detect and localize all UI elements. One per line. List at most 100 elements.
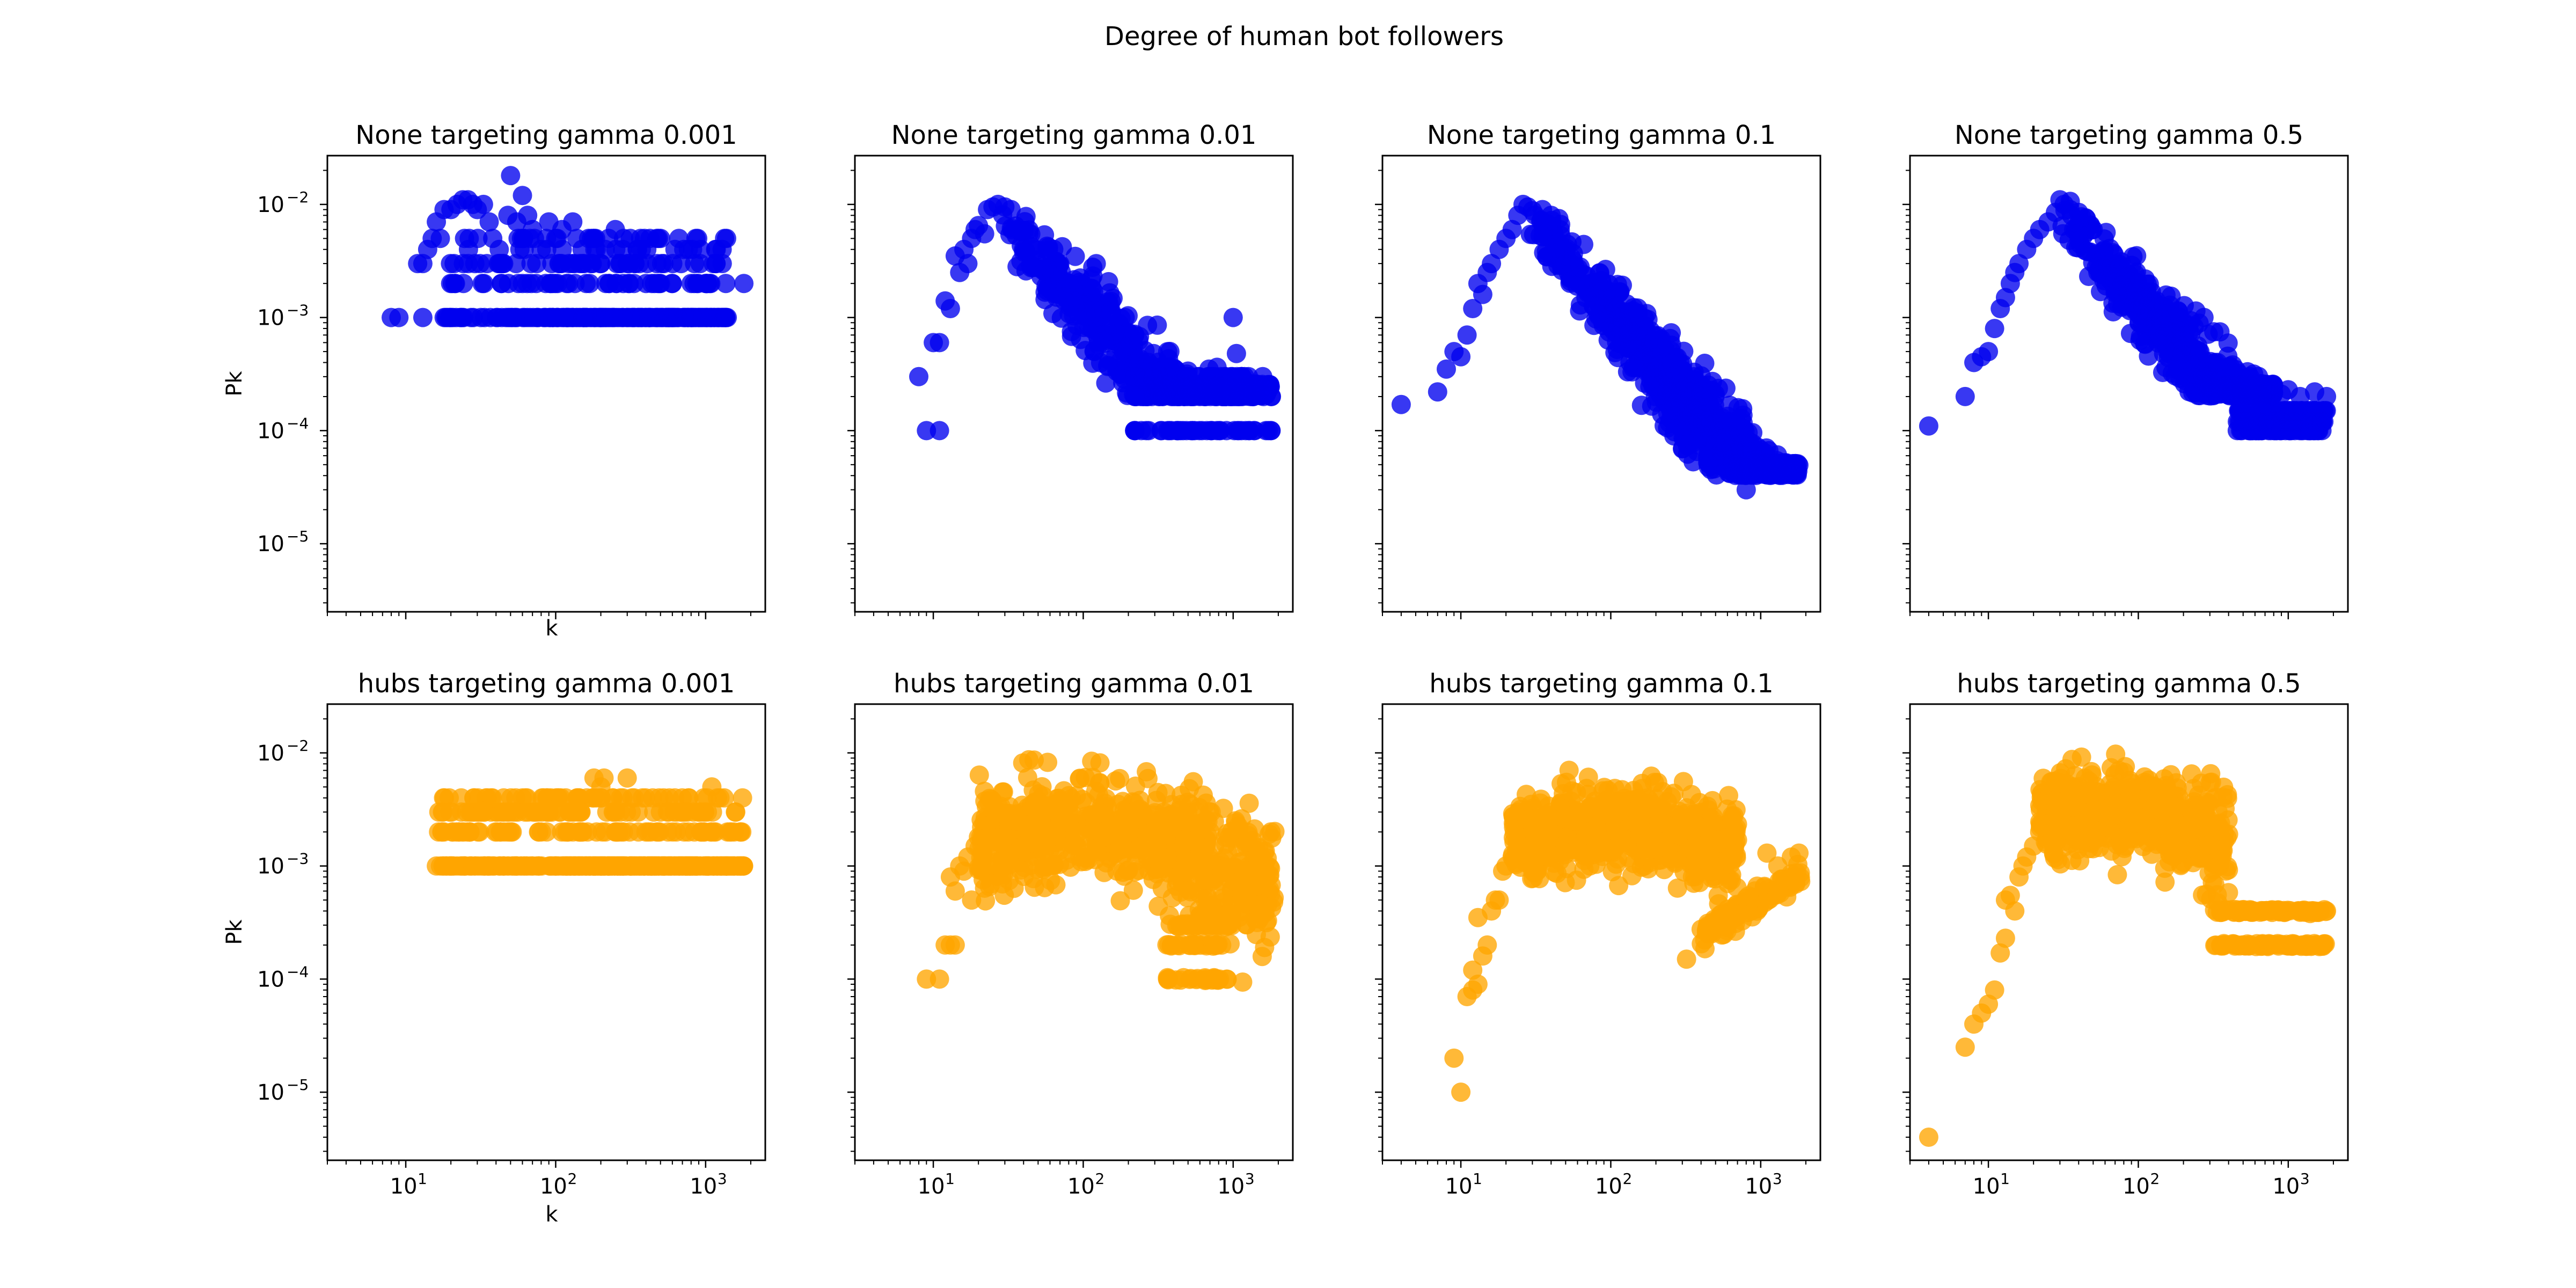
scatter-point	[1095, 333, 1115, 353]
y-tick-exponent: −3	[287, 302, 309, 319]
scatter-point	[726, 802, 745, 822]
scatter-point	[526, 802, 545, 822]
scatter-point	[1223, 308, 1243, 327]
scatter-point	[1620, 339, 1640, 358]
axes-frame	[326, 155, 766, 613]
scatter-point	[613, 229, 633, 248]
scatter-point	[1688, 385, 1707, 405]
scatter-point	[1437, 359, 1456, 379]
scatter-point	[599, 274, 619, 294]
x-tick-label: 10	[540, 1174, 567, 1199]
scatter-point	[1557, 235, 1577, 254]
scatter-point	[1198, 367, 1218, 386]
scatter-point	[691, 822, 711, 842]
scatter-point	[1184, 935, 1204, 955]
scatter-point	[536, 274, 555, 294]
scatter-point	[697, 308, 716, 327]
scatter-point	[1196, 793, 1216, 813]
scatter-point	[1230, 386, 1250, 406]
scatter-point	[447, 308, 466, 327]
scatter-point	[617, 768, 637, 788]
scatter-point	[2242, 383, 2262, 403]
scatter-points	[909, 194, 1282, 441]
y-tick-exponent: −2	[287, 188, 309, 206]
scatter-points	[917, 750, 1285, 992]
scatter-point	[1520, 224, 1540, 244]
scatter-point	[559, 274, 579, 294]
scatter-point	[2091, 264, 2111, 284]
scatter-point	[2055, 200, 2075, 220]
scatter-point	[559, 822, 578, 842]
scatter-point	[474, 274, 494, 294]
scatter-point	[1570, 257, 1590, 277]
scatter-point	[662, 308, 682, 327]
scatter-point	[1739, 459, 1759, 479]
scatter-point	[1542, 210, 1562, 230]
x-tick-exponent: 1	[945, 1170, 955, 1188]
scatter-point	[1054, 781, 1074, 801]
scatter-point	[1736, 480, 1756, 500]
scatter-point	[1139, 421, 1159, 441]
scatter-point	[603, 308, 623, 327]
y-axis-label: Pk	[222, 371, 247, 397]
scatter-point	[1063, 804, 1082, 824]
scatter-point	[1188, 814, 1208, 834]
scatter-point	[1167, 935, 1187, 955]
y-tick-exponent: −2	[287, 737, 309, 755]
scatter-point	[940, 299, 960, 318]
scatter-point	[2081, 216, 2100, 236]
scatter-point	[669, 229, 689, 248]
scatter-point	[2116, 268, 2136, 288]
scatter-point	[1051, 308, 1071, 328]
scatter-point	[513, 186, 532, 206]
subplot-3: None targeting gamma 0.1	[1375, 120, 1821, 619]
scatter-point	[1199, 914, 1219, 934]
scatter-point	[471, 308, 491, 327]
scatter-point	[605, 822, 625, 842]
scatter-point	[1664, 407, 1684, 427]
scatter-point	[1627, 358, 1647, 378]
subplot-title: None targeting gamma 0.01	[891, 120, 1257, 150]
scatter-point	[1107, 861, 1127, 881]
scatter-point	[2277, 401, 2296, 421]
scatter-point	[1008, 811, 1028, 831]
scatter-point	[1022, 237, 1042, 257]
x-tick-exponent: 1	[418, 1170, 427, 1188]
scatter-point	[1205, 935, 1225, 955]
scatter-point	[1062, 277, 1082, 297]
scatter-point	[683, 239, 702, 259]
scatter-point	[1216, 367, 1235, 386]
scatter-point	[1265, 822, 1285, 841]
scatter-point	[1065, 246, 1085, 266]
scatter-point	[2270, 421, 2290, 441]
scatter-point	[1130, 791, 1150, 810]
y-tick-label: 10	[257, 741, 284, 766]
scatter-point	[501, 166, 521, 186]
scatter-point	[1955, 386, 1975, 406]
scatter-point	[981, 874, 1001, 894]
scatter-point	[1679, 404, 1699, 423]
subplot-title: hubs targeting gamma 0.01	[894, 669, 1254, 699]
scatter-point	[1653, 351, 1673, 371]
scatter-point	[930, 333, 949, 353]
scatter-point	[440, 802, 459, 822]
scatter-point	[580, 274, 599, 294]
scatter-point	[1152, 386, 1172, 406]
scatter-point	[1665, 422, 1685, 442]
scatter-point	[716, 274, 736, 294]
subplot-title: None targeting gamma 0.1	[1427, 120, 1776, 150]
scatter-point	[1457, 325, 1477, 345]
y-tick-exponent: −3	[287, 850, 309, 868]
scatter-point	[430, 229, 450, 248]
scatter-points	[1391, 194, 1809, 500]
scatter-point	[469, 856, 488, 876]
x-tick-label: 10	[1217, 1174, 1245, 1199]
scatter-point	[1574, 235, 1593, 254]
scatter-point	[570, 802, 590, 822]
scatter-point	[624, 274, 644, 294]
scatter-point	[1202, 896, 1222, 916]
scatter-point	[706, 254, 726, 274]
scatter-point	[649, 274, 669, 294]
scatter-point	[674, 822, 694, 842]
